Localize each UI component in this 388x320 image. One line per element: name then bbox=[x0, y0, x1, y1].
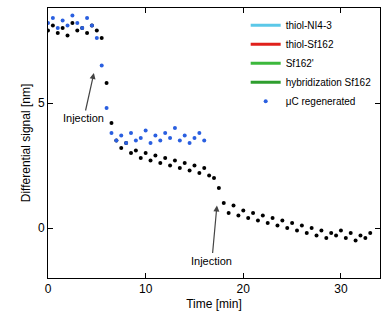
svg-text:20: 20 bbox=[237, 282, 251, 296]
svg-text:30: 30 bbox=[334, 282, 348, 296]
svg-text:μC regenerated: μC regenerated bbox=[286, 96, 356, 107]
svg-text:0: 0 bbox=[38, 221, 45, 235]
svg-text:Differential signal [nm]: Differential signal [nm] bbox=[19, 84, 33, 203]
svg-text:10: 10 bbox=[139, 282, 153, 296]
svg-text:thiol-NI4-3: thiol-NI4-3 bbox=[286, 20, 333, 31]
svg-text:Injection: Injection bbox=[191, 255, 232, 267]
svg-text:5: 5 bbox=[38, 96, 45, 110]
svg-text:0: 0 bbox=[45, 282, 52, 296]
svg-text:Injection: Injection bbox=[63, 112, 104, 124]
svg-text:thiol-Sf162: thiol-Sf162 bbox=[286, 39, 334, 50]
svg-text:Time [min]: Time [min] bbox=[186, 297, 242, 311]
svg-text:Sf162': Sf162' bbox=[286, 58, 314, 69]
svg-text:hybridization Sf162: hybridization Sf162 bbox=[286, 77, 371, 88]
